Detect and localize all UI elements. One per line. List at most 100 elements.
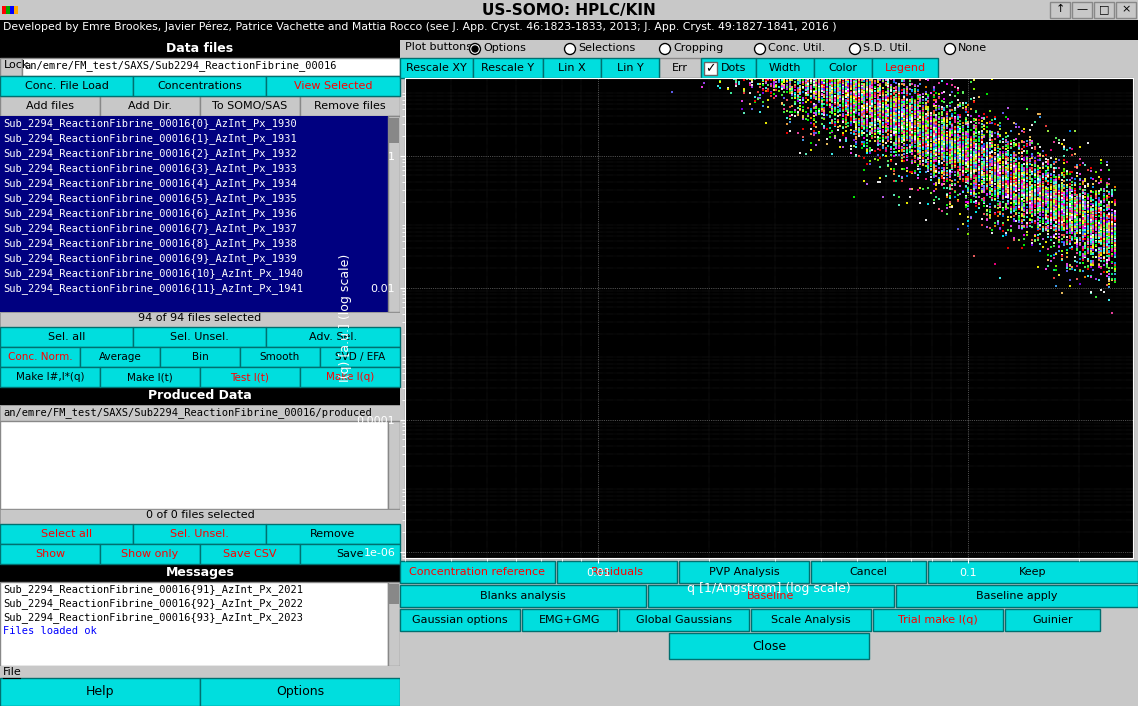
Point: [866, 82, 884, 93]
Point: [1005, 178, 1023, 189]
Point: [1087, 220, 1105, 232]
Point: [610, 64, 628, 76]
Point: [669, 64, 687, 76]
Point: [850, 107, 868, 118]
Point: [596, 64, 615, 76]
Point: [737, 64, 756, 76]
Point: [791, 76, 809, 87]
Point: [570, 64, 588, 76]
Point: [916, 137, 934, 148]
Point: [757, 64, 775, 76]
Point: [868, 97, 887, 108]
Point: [866, 122, 884, 133]
Point: [872, 102, 890, 113]
Point: [863, 92, 881, 104]
Point: [802, 64, 820, 76]
Point: [562, 64, 580, 76]
Point: [762, 68, 781, 80]
Point: [1029, 189, 1047, 200]
Point: [658, 64, 676, 76]
Point: [1090, 202, 1108, 213]
Point: [479, 64, 497, 76]
Point: [509, 64, 527, 76]
Point: [695, 77, 714, 88]
Point: [652, 64, 670, 76]
Point: [794, 82, 813, 93]
Point: [805, 67, 823, 78]
Point: [997, 199, 1015, 210]
Point: [762, 64, 781, 76]
Point: [701, 64, 719, 76]
Point: [733, 64, 751, 76]
Point: [759, 64, 777, 76]
Point: [741, 64, 759, 76]
Point: [592, 64, 610, 76]
Point: [1033, 162, 1052, 173]
Point: [658, 64, 676, 76]
Point: [514, 64, 533, 76]
Point: [1009, 214, 1028, 225]
Point: [709, 64, 727, 76]
Point: [717, 64, 735, 76]
Point: [973, 172, 991, 184]
Point: [967, 127, 986, 138]
Point: [706, 64, 724, 76]
Point: [815, 95, 833, 106]
Point: [695, 64, 714, 76]
Point: [495, 64, 513, 76]
Point: [978, 111, 996, 122]
Point: [815, 85, 833, 96]
Point: [778, 64, 797, 76]
Point: [826, 105, 844, 116]
Point: [483, 64, 501, 76]
Point: [975, 173, 993, 184]
Point: [1037, 263, 1055, 275]
Point: [546, 64, 564, 76]
Point: [514, 64, 533, 76]
Point: [556, 64, 575, 76]
Point: [483, 64, 501, 76]
Point: [1049, 232, 1067, 243]
Point: [703, 64, 721, 76]
Point: [580, 64, 599, 76]
Point: [455, 64, 473, 76]
Point: [562, 64, 580, 76]
Point: [962, 77, 980, 88]
Point: [576, 64, 594, 76]
Point: [514, 64, 533, 76]
Point: [757, 64, 775, 76]
Point: [551, 64, 569, 76]
Point: [725, 64, 743, 76]
Point: [477, 64, 495, 76]
Point: [1055, 170, 1073, 181]
Point: [570, 64, 588, 76]
Point: [964, 133, 982, 145]
Point: [791, 64, 809, 76]
Point: [906, 133, 924, 145]
Point: [922, 141, 940, 152]
Point: [706, 64, 724, 76]
Point: [549, 64, 567, 76]
Point: [485, 64, 503, 76]
Text: US-SOMO: HPLC/KIN: US-SOMO: HPLC/KIN: [483, 3, 655, 18]
Point: [711, 64, 729, 76]
Point: [677, 64, 695, 76]
Point: [973, 214, 991, 225]
Point: [592, 64, 610, 76]
Point: [844, 96, 863, 107]
Point: [725, 64, 743, 76]
Point: [927, 140, 946, 151]
Point: [1074, 198, 1092, 210]
Point: [855, 175, 873, 186]
Point: [898, 67, 916, 78]
Point: [530, 64, 549, 76]
Point: [783, 70, 801, 81]
Point: [794, 64, 813, 76]
Point: [1031, 197, 1049, 208]
Point: [847, 124, 865, 135]
Point: [1057, 198, 1075, 209]
Point: [485, 64, 503, 76]
Point: [525, 64, 543, 76]
Point: [1047, 205, 1065, 217]
Point: [946, 142, 964, 153]
